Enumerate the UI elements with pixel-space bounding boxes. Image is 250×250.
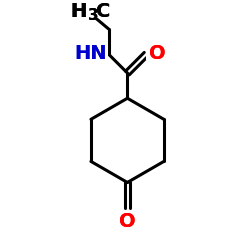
Text: H: H [71, 2, 87, 21]
Bar [78, 6, 102, 18]
Text: H: H [70, 2, 86, 21]
Text: H: H [71, 2, 87, 21]
Bar [146, 49, 158, 60]
Text: C: C [96, 2, 110, 21]
Text: O: O [119, 212, 136, 231]
Bar [88, 48, 108, 60]
Text: 3: 3 [88, 8, 99, 24]
Text: O: O [149, 44, 166, 62]
Bar [122, 211, 134, 222]
Text: O: O [119, 212, 136, 231]
Text: 3: 3 [88, 8, 99, 24]
Text: HN: HN [74, 44, 107, 62]
Text: O: O [149, 44, 166, 62]
Text: H: H [70, 2, 86, 21]
Text: C: C [96, 2, 110, 21]
Text: HN: HN [74, 44, 107, 62]
